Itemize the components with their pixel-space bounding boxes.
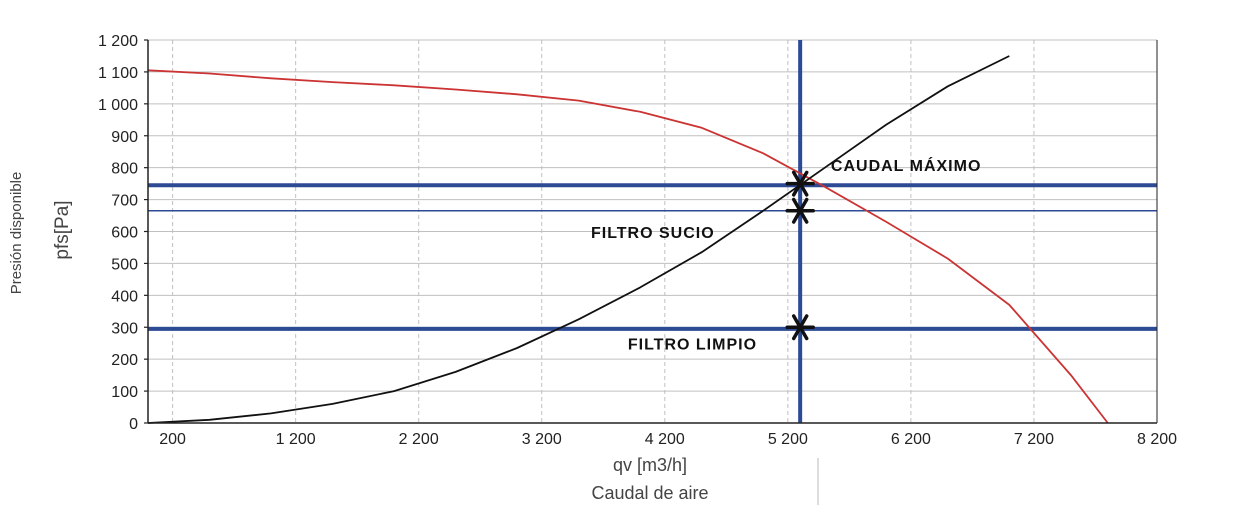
axes xyxy=(144,39,1158,424)
y-axis-label: pfs[Pa] xyxy=(52,200,73,259)
x-tick-label: 5 200 xyxy=(768,431,808,448)
y-tick-label: 1 200 xyxy=(98,33,138,50)
x-tick-label: 1 200 xyxy=(276,431,316,448)
system-curve-line xyxy=(147,55,1010,424)
x-tick-labels: 200 1 200 2 200 3 200 4 200 5 200 6 200 7 200 8 … xyxy=(159,431,1177,448)
y-tick-label: 1 000 xyxy=(98,97,138,114)
x-tick-label: 3 200 xyxy=(522,431,562,448)
asterisk-marker xyxy=(785,170,815,197)
y-tick-labels: 0 100 200 300 400 500 600 700 800 900 1 000 1 100 1 … xyxy=(98,33,138,433)
y-tick-label: 1 100 xyxy=(98,65,138,82)
y-tick-label: 200 xyxy=(111,352,138,369)
x-tick-label: 200 xyxy=(159,431,186,448)
fan-curve-line xyxy=(147,69,1109,424)
annotation-label: CAUDAL MÁXIMO xyxy=(831,156,981,175)
y-tick-label: 100 xyxy=(111,384,138,401)
x-axis-label-secondary: Caudal de aire xyxy=(591,483,708,503)
annotation-label: FILTRO SUCIO xyxy=(591,225,715,242)
operating-point-markers xyxy=(785,170,815,341)
y-tick-label: 400 xyxy=(111,288,138,305)
y-axis-label-secondary: Presión disponible xyxy=(8,172,25,295)
y-tick-label: 500 xyxy=(111,256,138,273)
reference-lines xyxy=(148,40,1157,423)
y-tick-label: 700 xyxy=(111,193,138,210)
x-tick-label: 4 200 xyxy=(645,431,685,448)
x-axis-label: qv [m3/h] xyxy=(613,455,687,475)
annotations: CAUDAL MÁXIMO FILTRO SUCIO FILTRO LIMPIO xyxy=(591,156,981,354)
y-tick-label: 0 xyxy=(129,416,138,433)
annotation-label: FILTRO LIMPIO xyxy=(628,337,757,354)
y-tick-label: 800 xyxy=(111,161,138,178)
series-lines xyxy=(147,55,1109,424)
y-tick-label: 900 xyxy=(111,129,138,146)
y-tick-label: 600 xyxy=(111,225,138,242)
x-tick-label: 2 200 xyxy=(399,431,439,448)
asterisk-marker xyxy=(785,314,815,341)
x-tick-label: 8 200 xyxy=(1137,431,1177,448)
y-tick-label: 300 xyxy=(111,320,138,337)
x-tick-label: 7 200 xyxy=(1014,431,1054,448)
asterisk-marker xyxy=(785,197,815,224)
x-tick-label: 6 200 xyxy=(891,431,931,448)
grid-lines xyxy=(148,39,1158,424)
